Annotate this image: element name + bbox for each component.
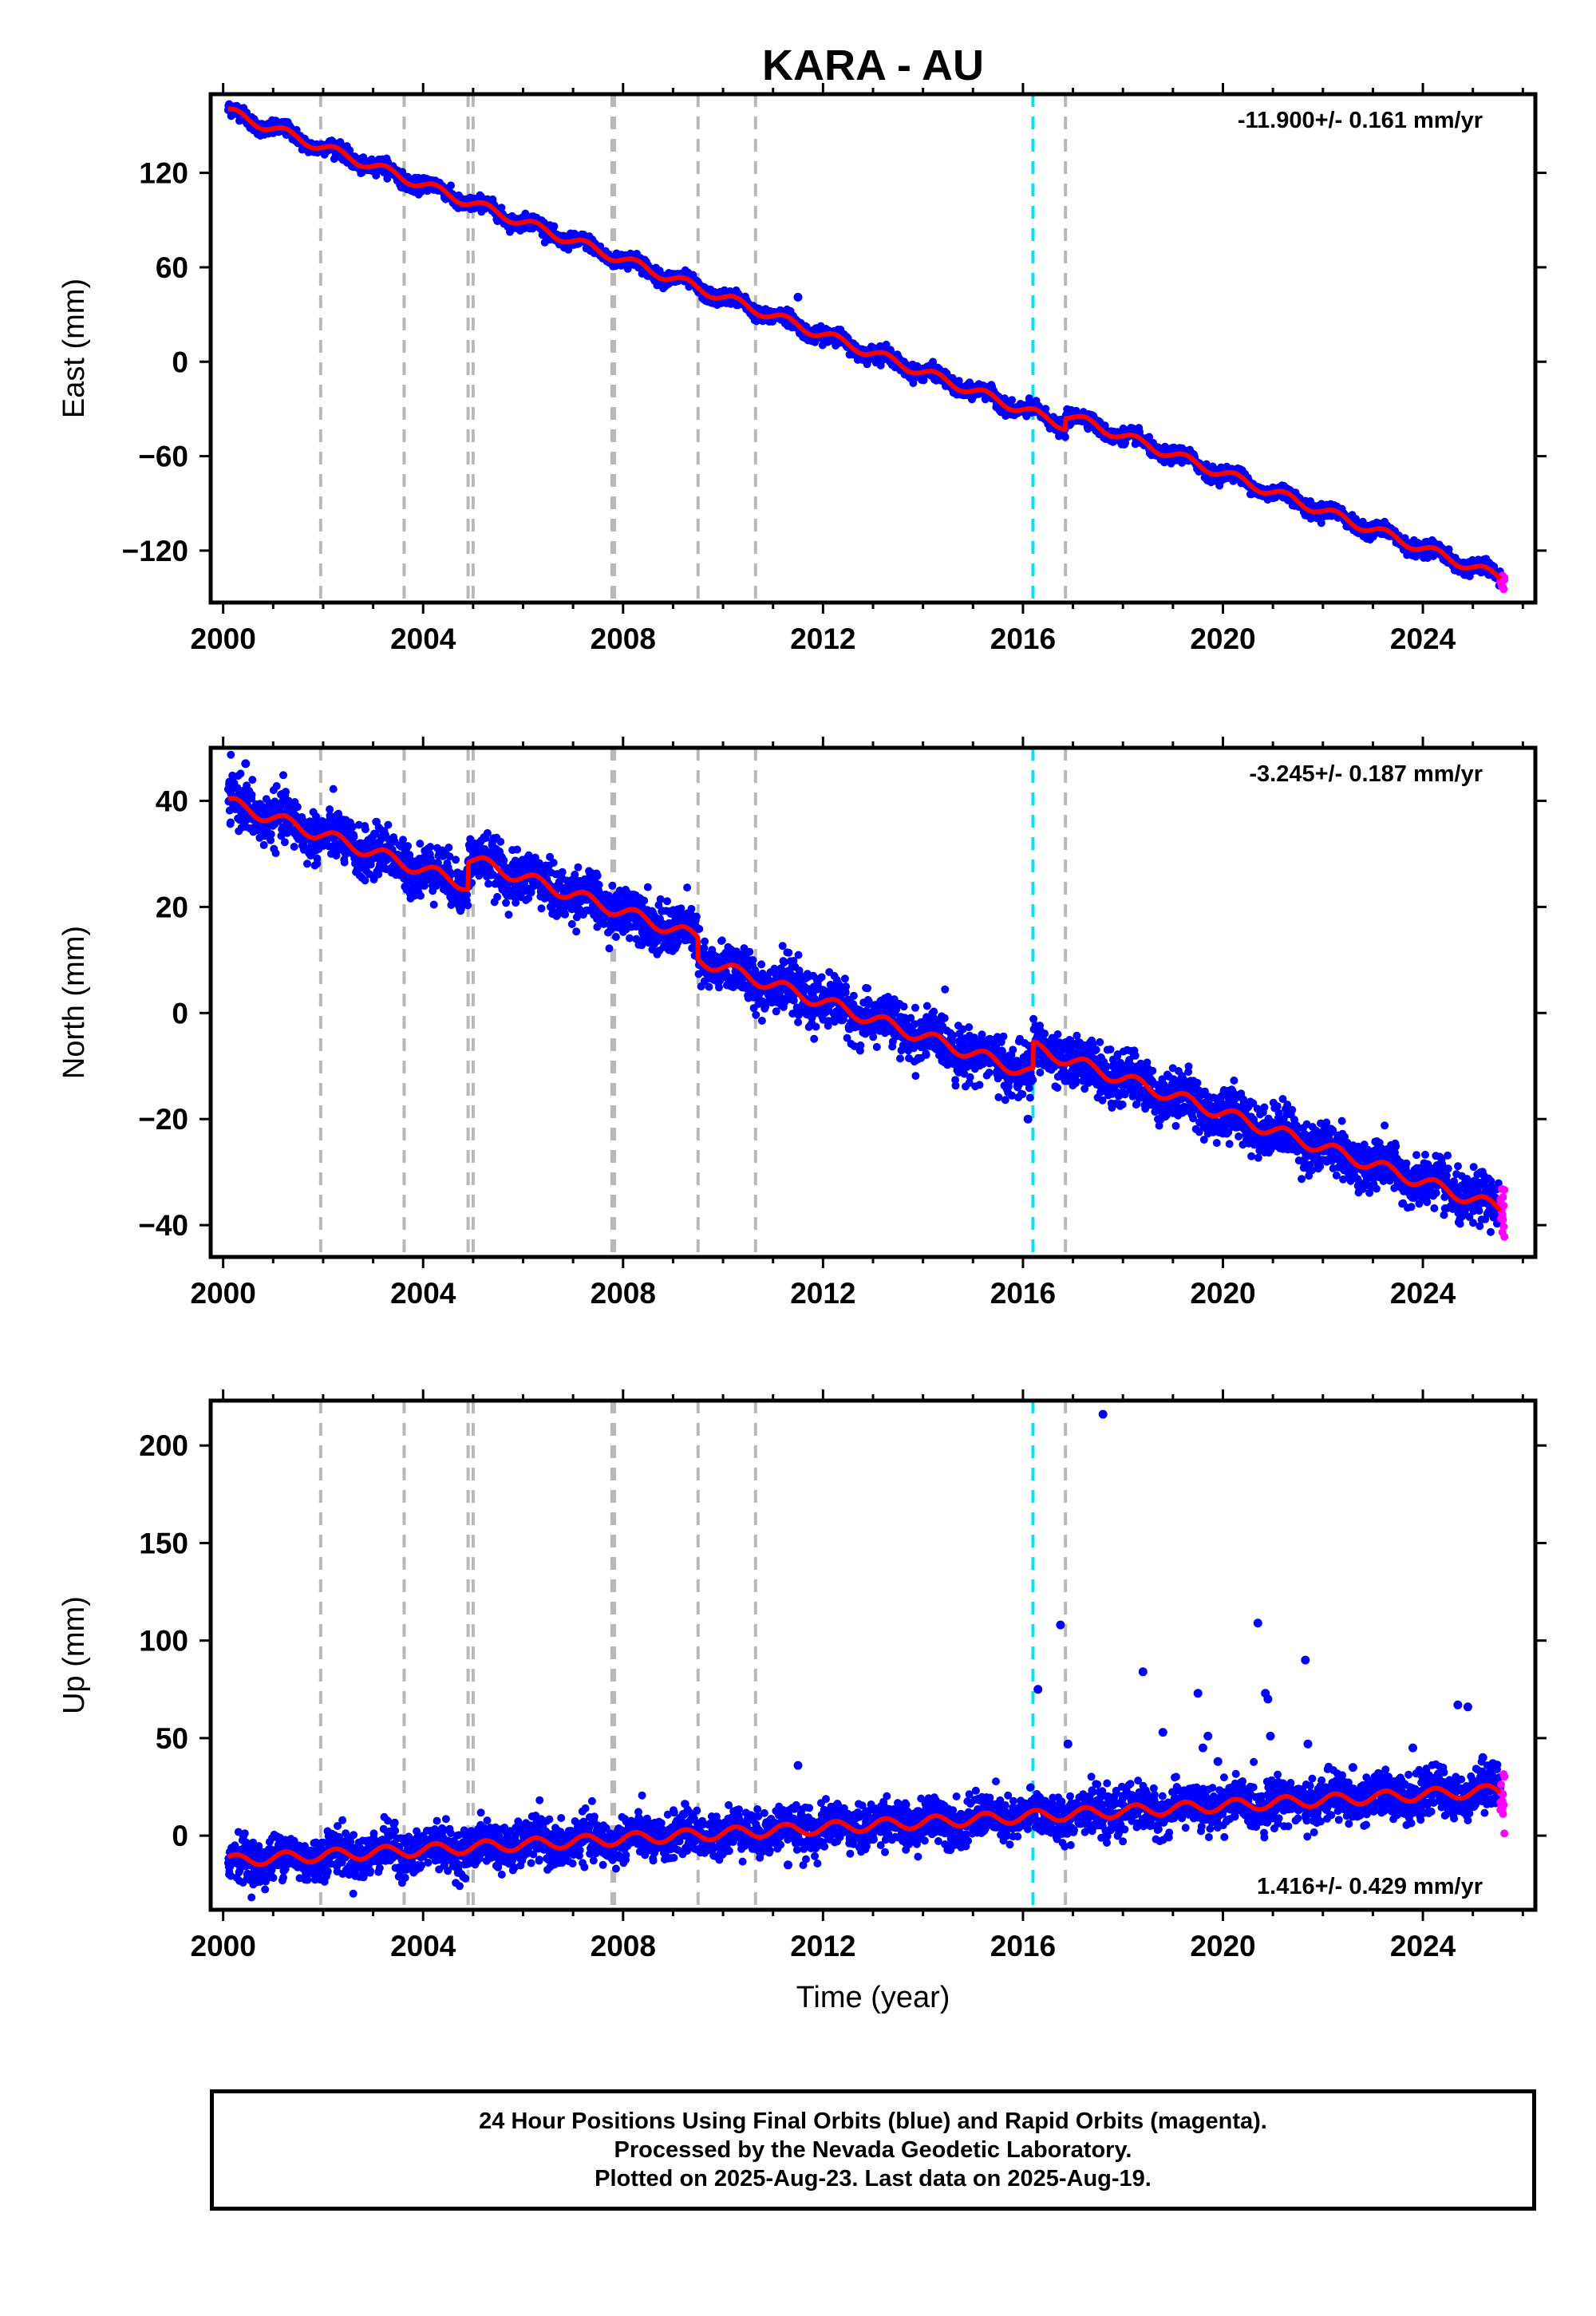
- y-tick-label: −40: [138, 1209, 188, 1242]
- y-tick-label: −20: [138, 1103, 188, 1136]
- y-axis-label: Up (mm): [57, 1596, 91, 1714]
- y-tick-label: 100: [139, 1625, 188, 1658]
- y-tick-label: 200: [139, 1429, 188, 1462]
- x-tick-label: 2020: [1190, 1277, 1255, 1310]
- plot-area-east: [223, 94, 1509, 603]
- x-tick-label: 2016: [990, 1277, 1056, 1310]
- y-tick-label: 40: [156, 785, 188, 817]
- plot-area-up: [223, 1401, 1509, 1910]
- panel-east: 2000 2004 2008 2012 2016 2020 2024 −120 −60 0 60 12…: [57, 83, 1547, 655]
- x-tick-label: 2008: [591, 1277, 656, 1310]
- x-axis-label: Time (year): [796, 1981, 950, 2014]
- rate-annotation: 1.416+/- 0.429 mm/yr: [1257, 1874, 1483, 1899]
- x-tick-label: 2024: [1390, 1277, 1456, 1310]
- x-tick-label: 2012: [790, 1277, 855, 1310]
- rapid-orbit-points: [1496, 1770, 1509, 1838]
- y-tick-label: 0: [172, 1820, 188, 1852]
- final-orbit-points: [223, 100, 1505, 590]
- y-tick-label: 20: [156, 891, 188, 923]
- final-orbit-points: [223, 750, 1505, 1236]
- x-tick-label: 2012: [790, 1930, 855, 1962]
- x-tick-label: 2024: [1390, 622, 1456, 655]
- x-tick-label: 2000: [191, 1277, 256, 1310]
- x-tick-label: 2004: [390, 1930, 456, 1962]
- rate-annotation: -3.245+/- 0.187 mm/yr: [1249, 761, 1483, 787]
- y-tick-label: 150: [139, 1527, 188, 1559]
- y-axis-label: North (mm): [57, 926, 91, 1079]
- x-tick-label: 2008: [591, 622, 656, 655]
- x-tick-label: 2004: [390, 622, 456, 655]
- x-tick-label: 2000: [191, 622, 256, 655]
- final-orbit-points: [223, 1409, 1505, 1902]
- x-tick-label: 2024: [1390, 1930, 1456, 1962]
- x-tick-label: 2020: [1190, 1930, 1255, 1962]
- y-tick-label: −120: [122, 535, 188, 567]
- y-tick-label: −60: [138, 441, 188, 473]
- panel-up: 2000 2004 2008 2012 2016 2020 2024 0 50 100 150 200…: [57, 1389, 1547, 1962]
- x-tick-label: 2016: [990, 622, 1056, 655]
- plot-area-north: [223, 748, 1509, 1257]
- rate-annotation: -11.900+/- 0.161 mm/yr: [1238, 108, 1483, 133]
- y-tick-label: 0: [172, 997, 188, 1030]
- footer-line-2: Processed by the Nevada Geodetic Laborat…: [614, 2137, 1132, 2163]
- model-fit-line: [226, 106, 1503, 581]
- panels: 2000 2004 2008 2012 2016 2020 2024−120−6006012…: [57, 83, 1547, 1962]
- rapid-orbit-points: [1496, 1184, 1509, 1241]
- x-tick-label: 2016: [990, 1930, 1056, 1962]
- footer-line-3: Plotted on 2025-Aug-23. Last data on 202…: [595, 2166, 1152, 2192]
- x-tick-label: 2008: [591, 1930, 656, 1962]
- chart-title: KARA - AU: [762, 41, 984, 89]
- y-tick-label: 0: [172, 346, 188, 378]
- y-axis-label: East (mm): [57, 279, 91, 418]
- x-tick-label: 2000: [191, 1930, 256, 1962]
- x-tick-label: 2012: [790, 622, 855, 655]
- footer-line-1: 24 Hour Positions Using Final Orbits (bl…: [479, 2109, 1267, 2134]
- model-fit-line: [226, 1783, 1503, 1867]
- x-tick-label: 2004: [390, 1277, 456, 1310]
- x-tick-label: 2020: [1190, 622, 1255, 655]
- model-fit-line: [226, 796, 1503, 1213]
- y-tick-label: 50: [156, 1722, 188, 1755]
- y-tick-label: 60: [156, 251, 188, 284]
- panel-north: 2000 2004 2008 2012 2016 2020 2024 −40 −20 0 20 40 N…: [57, 737, 1547, 1310]
- y-tick-label: 120: [139, 157, 188, 190]
- footer-box: 24 Hour Positions Using Final Orbits (bl…: [210, 2089, 1536, 2211]
